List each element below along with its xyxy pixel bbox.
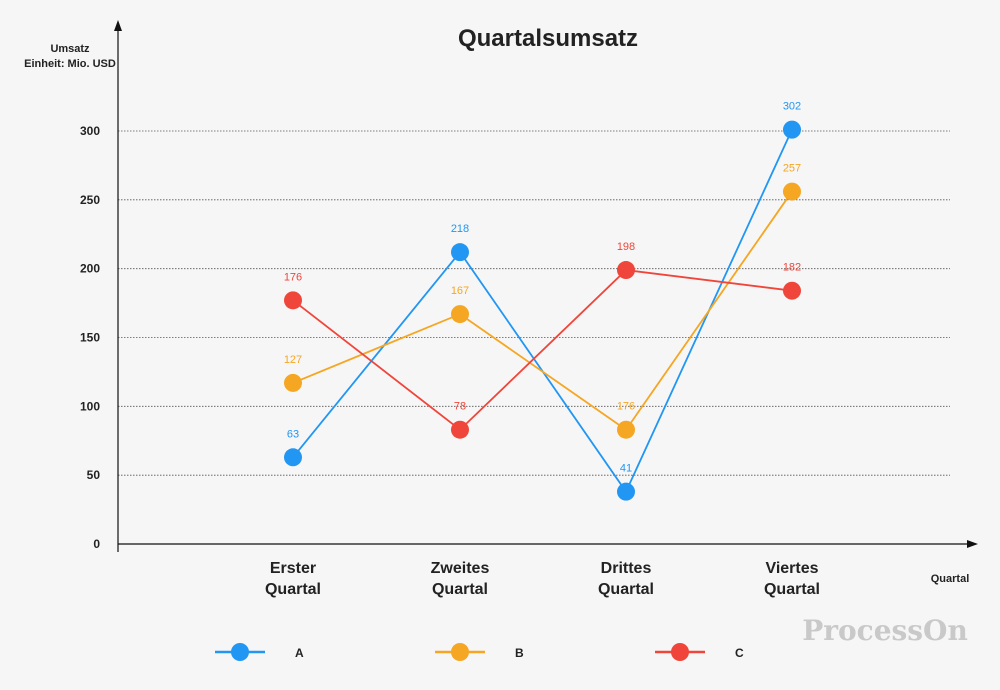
data-point-b [617,420,635,439]
axes [114,20,978,552]
legend-label-c: C [735,646,744,660]
y-tick-label: 300 [80,124,100,138]
x-category-label: Quartal [265,581,321,598]
x-category-label: Viertes [765,560,818,577]
data-label-b: 127 [284,354,302,366]
series-line-a [292,129,793,494]
data-point-c [451,420,469,439]
legend-swatch-marker [451,643,469,661]
y-axis-arrow [114,20,122,31]
data-point-c [284,291,302,310]
series-line-c [292,269,793,431]
data-point-a [451,243,469,262]
data-point-b [451,305,469,324]
x-category-labels: Erster Quartal Zweites Quartal Drittes Quarta… [265,560,820,598]
legend-swatch-marker [671,643,689,661]
data-point-a [783,120,801,139]
data-point-b [284,373,302,392]
data-label-b: 167 [451,285,469,297]
data-label-b: 176 [617,401,635,413]
y-tick-label: 250 [80,193,100,207]
y-tick-label: 150 [80,331,100,345]
data-label-c: 176 [284,271,302,283]
y-tick-labels: 0 50 100 150 200 250 300 [80,124,100,551]
y-tick-label: 200 [80,262,100,276]
data-point-c [617,261,635,280]
data-label-c: 198 [617,241,635,253]
legend: A B C [215,643,744,661]
x-axis-arrow [967,540,978,548]
x-axis-label: Quartal [931,573,970,585]
chart-title: Quartalsumsatz [458,25,638,52]
legend-label-b: B [515,646,524,660]
data-label-a: 302 [783,101,801,113]
data-point-a [617,482,635,501]
legend-swatch-marker [231,643,249,661]
y-tick-label: 0 [93,537,100,551]
y-tick-label: 50 [87,468,101,482]
x-category-label: Quartal [432,581,488,598]
series-line-b [292,191,793,431]
data-label-a: 63 [287,428,299,440]
legend-label-a: A [295,646,304,660]
x-category-label: Quartal [598,581,654,598]
data-point-a [284,448,302,467]
y-tick-label: 100 [80,399,100,413]
data-point-b [783,182,801,201]
series-group: 63 218 41 302 127 167 176 257 176 78 198 182 [284,101,801,501]
data-label-c: 78 [454,401,466,413]
data-label-a: 41 [620,463,632,475]
gridlines [118,130,950,476]
watermark-logo: ProcessOn [802,614,968,647]
x-category-label: Quartal [764,581,820,598]
y-axis-label: Umsatz [50,43,90,55]
data-label-b: 257 [783,163,801,175]
data-label-a: 218 [451,223,469,235]
data-point-c [783,281,801,300]
x-category-label: Zweites [431,560,490,577]
x-category-label: Erster [270,560,316,577]
y-axis-unit: Einheit: Mio. USD [24,58,116,70]
x-category-label: Drittes [601,560,652,577]
data-label-c: 182 [783,262,801,274]
